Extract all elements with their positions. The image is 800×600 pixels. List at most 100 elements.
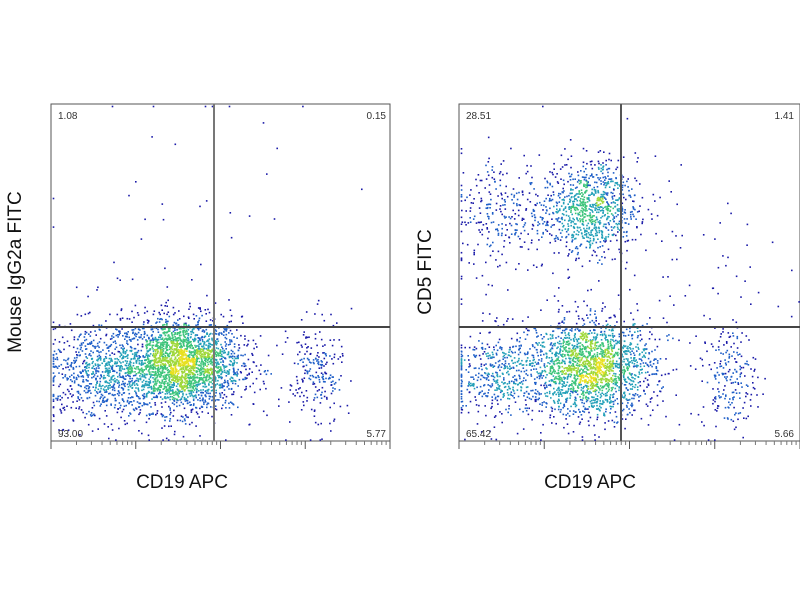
event-dot <box>225 407 227 409</box>
event-dot <box>144 395 146 398</box>
event-dot <box>165 359 167 361</box>
event-dot <box>583 337 586 339</box>
event-dot <box>200 350 203 353</box>
event-dot <box>163 371 166 374</box>
event-dot <box>164 359 166 362</box>
event-dot <box>227 384 230 387</box>
event-dot <box>226 380 229 382</box>
event-dot <box>583 386 585 388</box>
event-dot <box>92 351 94 354</box>
event-dot <box>115 346 118 349</box>
event-dot <box>149 386 151 389</box>
event-dot <box>300 358 303 361</box>
event-dot <box>143 376 146 378</box>
event-dot <box>198 317 201 320</box>
event-dot <box>297 388 300 390</box>
event-dot <box>196 385 198 388</box>
event-dot <box>190 352 192 354</box>
event-dot <box>317 423 320 426</box>
event-dot <box>85 385 88 387</box>
event-dot <box>197 381 199 384</box>
event-dot <box>583 380 586 382</box>
event-dot <box>182 367 184 369</box>
event-dot <box>610 408 612 410</box>
event-dot <box>166 320 168 323</box>
event-dot <box>549 348 552 351</box>
event-dot <box>579 356 581 359</box>
event-dot <box>219 394 222 396</box>
event-dot <box>73 380 76 382</box>
event-dot <box>562 385 565 387</box>
event-dot <box>339 356 342 358</box>
event-dot <box>169 346 171 348</box>
event-dot <box>118 381 120 384</box>
event-dot <box>220 355 222 357</box>
event-dot <box>231 380 234 382</box>
event-dot <box>205 395 207 398</box>
event-dot <box>116 334 119 336</box>
event-dot <box>224 381 227 383</box>
event-dot <box>92 371 94 373</box>
event-dot <box>556 362 558 365</box>
event-dot <box>190 340 192 343</box>
event-dot <box>578 408 580 411</box>
event-dot <box>578 371 581 373</box>
event-dot <box>105 404 108 407</box>
event-dot <box>337 358 340 360</box>
event-dot <box>155 327 158 330</box>
event-dot <box>149 361 151 363</box>
event-dot <box>588 361 590 363</box>
event-dot <box>571 390 573 393</box>
event-dot <box>227 344 230 346</box>
plot-left-y-axis-label: Mouse IgG2a FITC <box>5 191 26 353</box>
event-dot <box>145 345 148 348</box>
event-dot <box>572 431 575 433</box>
event-dot <box>244 376 247 379</box>
event-dot <box>170 411 172 414</box>
event-dot <box>187 374 189 376</box>
event-dot <box>203 357 205 359</box>
event-dot <box>160 372 162 375</box>
event-dot <box>134 353 136 356</box>
event-dot <box>88 410 90 413</box>
event-dot <box>207 388 210 391</box>
event-dot <box>161 427 163 429</box>
event-dot <box>186 343 189 345</box>
event-dot <box>111 389 114 391</box>
event-dot <box>238 347 241 349</box>
event-dot <box>168 387 170 390</box>
event-dot <box>197 321 199 323</box>
event-dot <box>133 384 136 386</box>
event-dot <box>52 414 55 416</box>
event-dot <box>204 353 206 356</box>
event-dot <box>112 332 115 335</box>
event-dot <box>234 372 236 374</box>
event-dot <box>263 370 266 373</box>
event-dot <box>146 384 149 386</box>
event-dot <box>214 380 217 382</box>
event-dot <box>320 422 322 425</box>
event-dot <box>224 365 226 367</box>
event-dot <box>592 347 595 349</box>
event-dot <box>646 386 648 388</box>
event-dot <box>256 346 258 348</box>
event-dot <box>582 333 584 335</box>
event-dot <box>211 339 213 341</box>
event-dot <box>523 352 526 355</box>
event-dot <box>639 365 642 368</box>
event-dot <box>582 335 584 337</box>
event-dot <box>135 395 138 397</box>
event-dot <box>578 423 581 425</box>
event-dot <box>171 337 174 340</box>
event-dot <box>580 337 582 340</box>
event-dot <box>639 334 642 336</box>
event-dot <box>224 341 226 343</box>
event-dot <box>208 311 211 314</box>
event-dot <box>157 357 159 359</box>
event-dot <box>648 352 650 354</box>
event-dot <box>578 374 580 376</box>
event-dot <box>319 363 322 366</box>
event-dot <box>553 343 555 345</box>
event-dot <box>78 375 80 378</box>
event-dot <box>197 394 200 396</box>
